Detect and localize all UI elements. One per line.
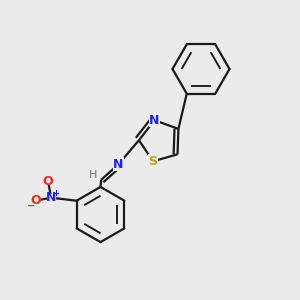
Text: H: H <box>88 170 97 180</box>
FancyBboxPatch shape <box>44 178 52 185</box>
FancyBboxPatch shape <box>46 194 56 201</box>
Text: −: − <box>27 200 35 211</box>
FancyBboxPatch shape <box>31 197 40 204</box>
Text: N: N <box>149 114 160 127</box>
Text: O: O <box>30 194 41 207</box>
FancyBboxPatch shape <box>151 117 158 124</box>
FancyBboxPatch shape <box>148 158 158 165</box>
Text: N: N <box>113 158 124 171</box>
Text: N: N <box>46 191 56 204</box>
Text: S: S <box>148 155 158 168</box>
FancyBboxPatch shape <box>114 161 123 167</box>
Text: O: O <box>43 175 53 188</box>
Text: +: + <box>52 189 59 198</box>
